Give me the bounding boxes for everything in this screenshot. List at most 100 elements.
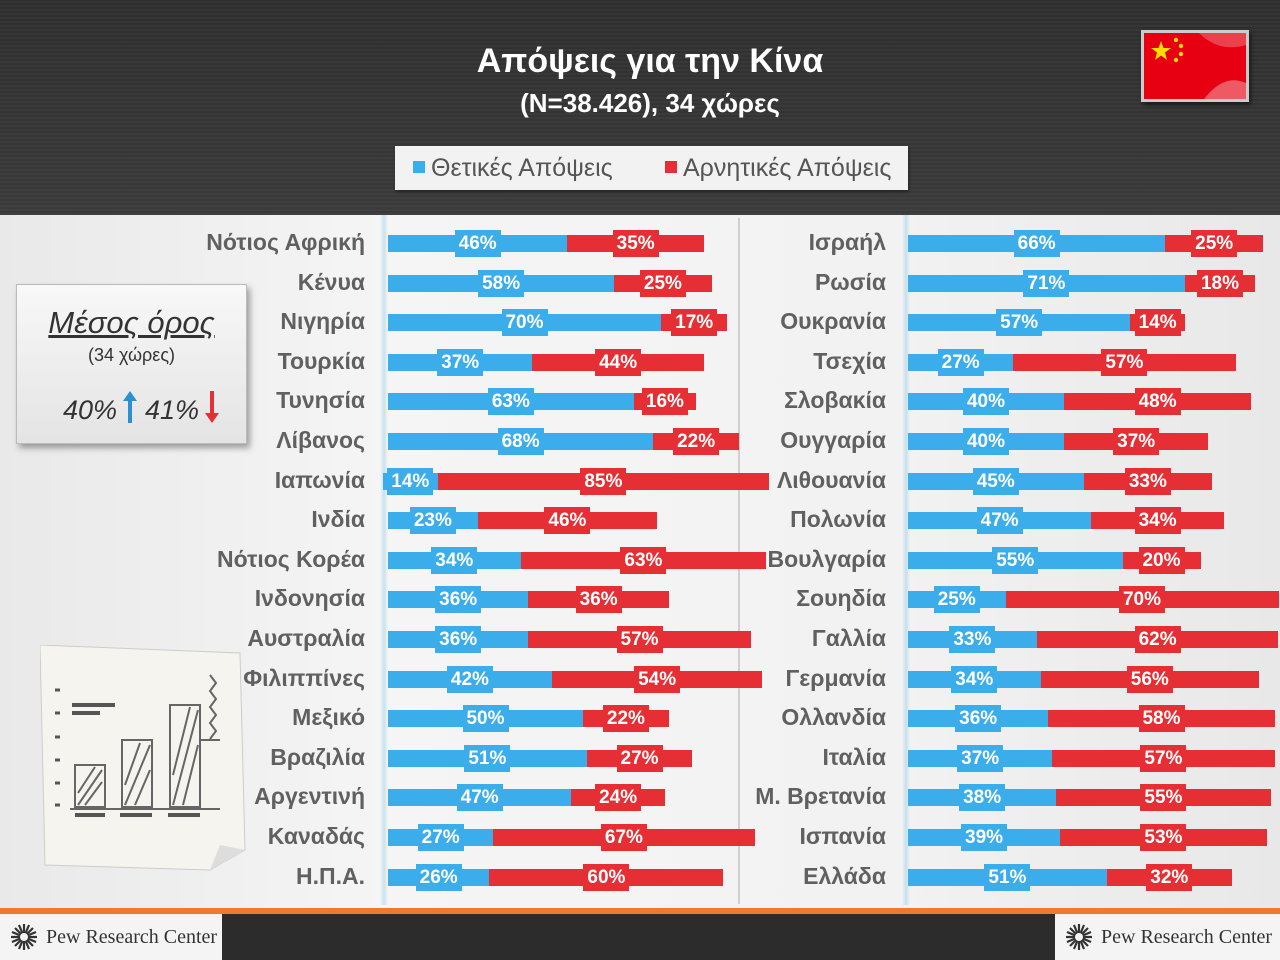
country-label: Πολωνία [790, 506, 886, 533]
country-label: Γερμανία [785, 664, 886, 691]
average-box: Μέσος όρος (34 χώρες) 40% 41% [16, 284, 247, 444]
country-label: Τουρκία [277, 347, 365, 374]
positive-value-label: 66% [1013, 230, 1060, 257]
negative-value-label: 55% [1140, 784, 1187, 812]
pew-brand-left: Pew Research Center [0, 914, 222, 960]
arrow-up-icon [123, 391, 137, 428]
country-label: Κένυα [297, 268, 365, 295]
negative-value-label: 22% [602, 705, 649, 733]
negative-value-label: 54% [634, 665, 681, 693]
negative-value-label: 22% [673, 428, 720, 455]
legend-positive-swatch [413, 161, 425, 174]
right-baseline [902, 215, 910, 905]
negative-value-label: 27% [616, 744, 663, 772]
positive-value-label: 40% [963, 388, 1009, 416]
positive-value-label: 63% [487, 388, 534, 416]
negative-value-label: 85% [580, 467, 627, 495]
negative-value-label: 57% [1140, 744, 1187, 772]
pew-brand-text: Pew Research Center [1101, 926, 1273, 948]
positive-value-label: 36% [435, 586, 482, 614]
negative-value-label: 37% [1113, 428, 1160, 455]
legend-negative: Αρνητικές Απόψεις [665, 154, 891, 183]
country-label: Γαλλία [811, 625, 886, 651]
country-label: Μ. Βρετανία [755, 783, 886, 810]
legend: Θετικές Απόψεις Αρνητικές Απόψεις [395, 146, 908, 190]
positive-value-label: 33% [949, 626, 996, 653]
footer-accent-bar [0, 908, 1280, 914]
positive-value-label: 37% [957, 744, 1004, 772]
negative-value-label: 53% [1140, 824, 1187, 851]
positive-value-label: 27% [417, 824, 464, 851]
china-flag-icon [1141, 30, 1249, 102]
country-label: Ελλάδα [803, 862, 886, 889]
pew-brand-text: Pew Research Center [46, 926, 218, 948]
positive-value-label: 34% [431, 546, 478, 574]
positive-value-label: 37% [437, 348, 484, 376]
positive-value-label: 34% [951, 665, 998, 693]
negative-value-label: 35% [612, 230, 659, 257]
positive-value-label: 68% [497, 428, 544, 455]
sketch-note-illustration [39, 644, 260, 875]
average-subtitle: (34 χώρες) [88, 345, 175, 365]
negative-value-label: 24% [595, 784, 642, 812]
country-label: Αργεντινή [254, 783, 365, 810]
positive-value-label: 36% [435, 626, 482, 653]
country-label: Καναδάς [267, 823, 365, 849]
country-label: Ισπανία [799, 823, 886, 849]
positive-value-label: 46% [454, 230, 501, 257]
arrow-down-icon [205, 391, 219, 428]
positive-value-label: 51% [984, 863, 1031, 891]
legend-negative-label: Αρνητικές Απόψεις [683, 154, 892, 182]
positive-value-label: 57% [996, 309, 1043, 337]
negative-value-label: 18% [1197, 269, 1243, 297]
positive-value-label: 14% [387, 467, 434, 495]
country-label: Ισραήλ [808, 229, 886, 255]
negative-value-label: 63% [620, 546, 667, 574]
negative-value-label: 58% [1138, 705, 1185, 733]
negative-value-label: 17% [671, 309, 718, 337]
positive-value-label: 26% [415, 863, 462, 891]
positive-value-label: 42% [446, 665, 493, 693]
pew-logo-icon [10, 923, 38, 957]
positive-value-label: 71% [1023, 269, 1070, 297]
average-title: Μέσος όρος [48, 305, 215, 340]
left-baseline [380, 215, 388, 905]
negative-value-label: 48% [1134, 388, 1181, 416]
country-label: Νότιος Αφρική [206, 229, 365, 255]
positive-value-label: 55% [992, 546, 1039, 574]
country-label: Νότιος Κορέα [217, 545, 365, 572]
chart-title: Απόψεις για την Κίνα [476, 42, 824, 80]
country-label: Βραζιλία [270, 743, 365, 770]
country-label: Ρωσία [814, 268, 886, 295]
negative-value-label: 32% [1146, 863, 1193, 891]
negative-value-label: 60% [583, 863, 630, 891]
positive-value-label: 23% [409, 507, 456, 535]
country-label: Αυστραλία [247, 625, 365, 651]
average-negative-value: 41% [145, 395, 200, 425]
negative-value-label: 62% [1134, 626, 1181, 653]
positive-value-label: 51% [464, 744, 511, 772]
positive-value-label: 58% [478, 269, 525, 297]
negative-value-label: 70% [1119, 586, 1165, 614]
negative-value-label: 20% [1138, 546, 1185, 574]
country-label: Ιταλία [822, 743, 886, 770]
country-label: Σλοβακία [784, 387, 886, 414]
negative-value-label: 67% [600, 824, 647, 851]
country-label: Ολλανδία [781, 704, 886, 731]
country-label: Σουηδία [796, 585, 886, 612]
positive-value-label: 36% [955, 705, 1002, 733]
negative-value-label: 25% [1191, 230, 1238, 257]
positive-value-label: 47% [976, 507, 1023, 535]
pew-brand-right: Pew Research Center [1055, 914, 1280, 960]
country-label: Λίβανος [276, 427, 365, 453]
average-positive-value: 40% [63, 395, 118, 425]
country-label: Ιαπωνία [274, 466, 365, 493]
positive-value-label: 27% [937, 348, 984, 376]
country-label: Φιλιππίνες [243, 664, 365, 691]
negative-value-label: 56% [1126, 665, 1173, 693]
positive-value-label: 25% [933, 586, 980, 614]
country-label: Ινδονησία [254, 585, 365, 612]
country-label: Τυνησία [276, 387, 365, 414]
negative-value-label: 25% [639, 269, 686, 297]
pew-logo-icon [1065, 923, 1093, 957]
